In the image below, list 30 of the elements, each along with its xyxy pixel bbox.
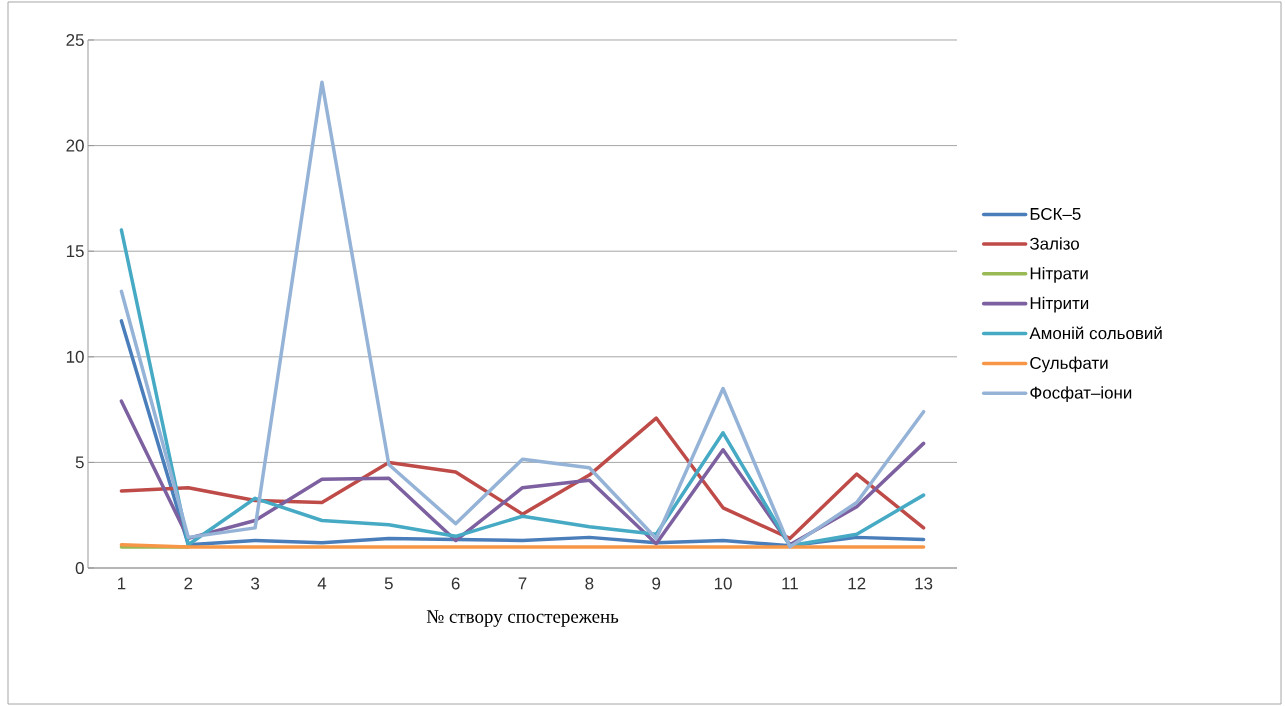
- legend-label: Сульфати: [1030, 356, 1108, 373]
- y-tick-label: 0: [75, 562, 84, 574]
- legend-label: БСК–5: [1030, 207, 1081, 220]
- legend-label: Нітрити: [1030, 296, 1089, 313]
- x-tick-label: 5: [384, 577, 393, 590]
- y-tick-label: 5: [75, 456, 84, 469]
- x-tick-label: 10: [714, 577, 732, 590]
- x-tick-label: 1: [118, 577, 126, 590]
- legend-label: Амоній сольовий: [1029, 326, 1162, 340]
- y-tick-label: 20: [66, 139, 84, 152]
- x-tick-label: 7: [518, 577, 527, 590]
- x-tick-label: 11: [782, 577, 798, 590]
- x-tick-label: 13: [915, 577, 933, 590]
- y-tick-label: 25: [66, 33, 84, 46]
- x-tick-label: 4: [317, 577, 327, 590]
- x-tick-label: 9: [652, 577, 661, 590]
- legend-label: Нітрати: [1030, 267, 1088, 283]
- y-tick-label: 10: [66, 350, 84, 363]
- y-tick-label: 15: [66, 245, 84, 258]
- x-tick-label: 3: [251, 577, 260, 590]
- x-tick-label: 2: [184, 577, 193, 590]
- x-axis-title: № створу спостережень: [426, 610, 619, 627]
- x-tick-label: 6: [451, 577, 460, 590]
- x-tick-label: 12: [848, 577, 866, 590]
- line-series: [119, 228, 926, 548]
- legend-label: Фосфат–іони: [1030, 386, 1132, 403]
- line-series: [119, 319, 926, 548]
- x-tick-label: 8: [585, 577, 594, 590]
- line-series: [119, 80, 926, 549]
- legend-label: Залізо: [1029, 237, 1079, 250]
